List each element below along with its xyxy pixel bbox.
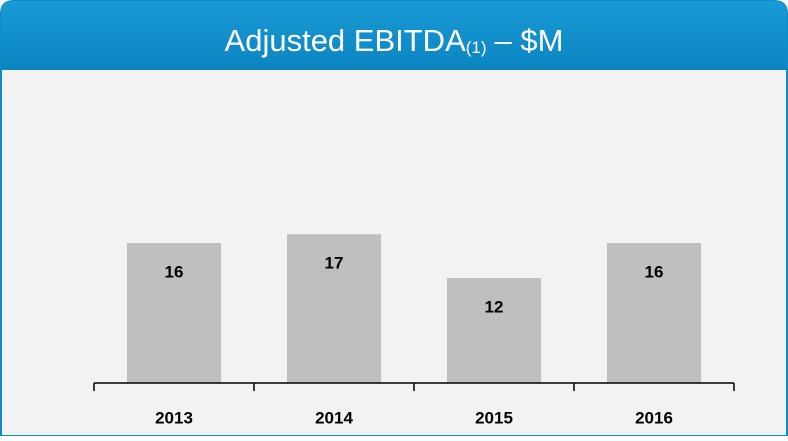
chart-title-group: Adjusted EBITDA(1) – $M [225,23,564,58]
bar [127,243,221,383]
x-tick-label: 2016 [635,408,673,427]
panel-header [1,1,787,70]
bar [287,234,381,383]
value-label: 16 [645,262,664,281]
x-tick-label: 2014 [315,408,353,427]
value-label: 17 [325,254,344,273]
title-note: (1) [466,38,487,57]
value-label: 16 [165,262,184,281]
bar [447,278,541,383]
bar [607,243,701,383]
x-tick-label: 2013 [155,408,193,427]
value-label: 12 [485,297,504,316]
x-tick-label: 2015 [475,408,513,427]
chart-title: Adjusted EBITDA [225,23,467,58]
title-unit: – $M [495,23,564,58]
